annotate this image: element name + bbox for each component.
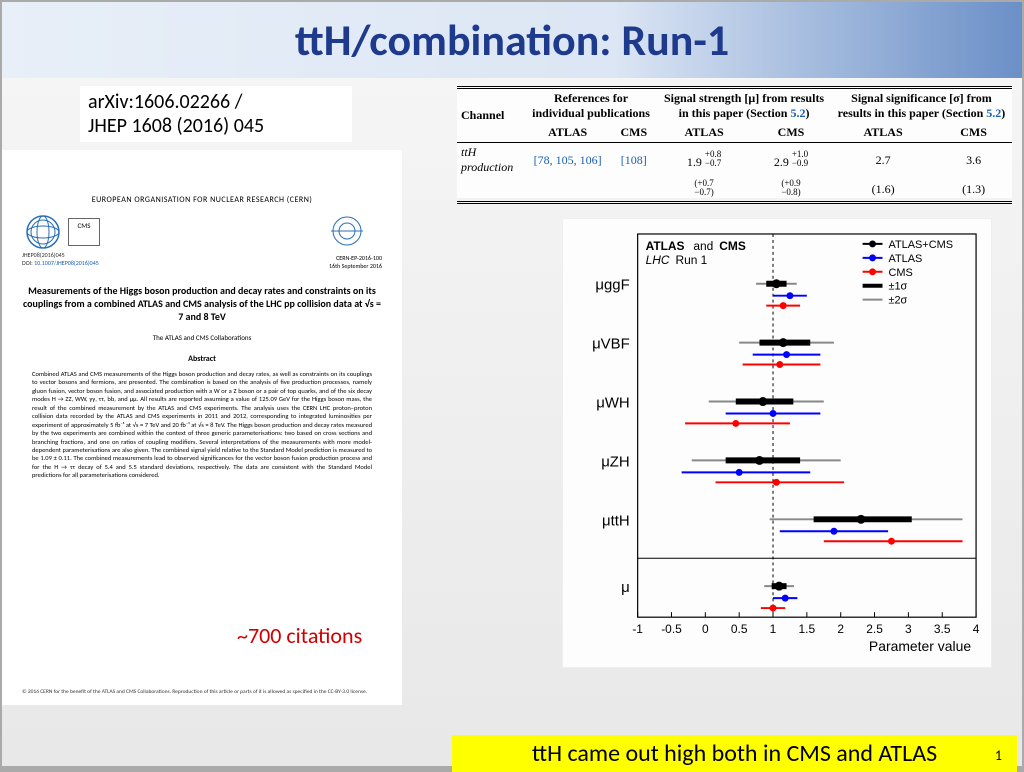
paper-logos: CMS JHEP08(2016)045 DOI: 10.1007/JHEP08(… <box>22 213 382 270</box>
refs-atlas[interactable]: [78, 105, 106] <box>525 143 611 178</box>
cern-ep: CERN-EP-2016-100 <box>329 254 382 262</box>
paper-authors: The ATLAS and CMS Collaborations <box>22 333 382 342</box>
th-mu-sec[interactable]: 5.2 <box>790 106 805 120</box>
reference-box: arXiv:1606.02266 / JHEP 1608 (2016) 045 <box>80 86 352 142</box>
svg-text:-0.5: -0.5 <box>661 622 682 636</box>
th-sigma-sec[interactable]: 5.2 <box>986 106 1001 120</box>
svg-text:0.5: 0.5 <box>731 622 748 636</box>
svg-text:μggF: μggF <box>595 277 629 294</box>
svg-text:μttH: μttH <box>602 512 630 529</box>
slide-title: ttH/combination: Run-1 <box>295 13 729 67</box>
highlight-note: ttH came out high both in CMS and ATLAS <box>452 735 1017 772</box>
svg-text:and: and <box>693 239 713 253</box>
svg-text:μVBF: μVBF <box>592 336 630 353</box>
svg-text:ATLAS: ATLAS <box>646 239 685 253</box>
ref-line2: JHEP 1608 (2016) 045 <box>88 114 344 138</box>
paper-title: Measurements of the Higgs boson producti… <box>22 284 382 323</box>
svg-text:±2σ: ±2σ <box>888 295 907 307</box>
svg-text:3.5: 3.5 <box>934 622 951 636</box>
slide-body: arXiv:1606.02266 / JHEP 1608 (2016) 045 … <box>2 78 1022 766</box>
svg-text:Parameter value: Parameter value <box>869 638 971 654</box>
svg-text:CMS: CMS <box>888 267 912 279</box>
svg-text:1: 1 <box>770 622 777 636</box>
paper-footer: © 2016 CERN for the benefit of the ATLAS… <box>22 689 367 695</box>
svg-text:LHC: LHC <box>646 253 670 267</box>
row-tth: ttH production <box>457 143 525 178</box>
svg-text:2.5: 2.5 <box>866 622 883 636</box>
svg-text:μWH: μWH <box>596 394 629 411</box>
atlas-logo-icon <box>22 213 64 251</box>
svg-text:±1σ: ±1σ <box>888 281 907 293</box>
abstract-heading: Abstract <box>22 354 382 364</box>
svg-text:4: 4 <box>973 622 980 636</box>
th-channel: Channel <box>457 88 525 143</box>
th-sigma: Signal significance [σ] from results in … <box>838 91 992 120</box>
svg-text:ATLAS+CMS: ATLAS+CMS <box>888 239 953 251</box>
results-table: Channel References for individual public… <box>457 86 1012 198</box>
svg-text:0: 0 <box>702 622 709 636</box>
refs-cms[interactable]: [108] <box>610 143 657 178</box>
svg-text:CMS: CMS <box>719 239 746 253</box>
svg-text:-1: -1 <box>632 622 643 636</box>
parameter-plot: -1 -0.5 0 0.5 1 1.5 2 2.5 3 3.5 4Parameter value AT… <box>562 218 992 668</box>
th-refs: References for individual publications <box>525 88 657 124</box>
paper-org: EUROPEAN ORGANISATION FOR NUCLEAR RESEAR… <box>22 195 382 205</box>
svg-text:1.5: 1.5 <box>799 622 816 636</box>
svg-text:μ: μ <box>621 579 630 596</box>
doi-link[interactable]: 10.1007/JHEP08(2016)045 <box>34 259 99 267</box>
svg-text:2: 2 <box>837 622 844 636</box>
svg-text:ATLAS: ATLAS <box>888 253 922 265</box>
citations-note: ~700 citations <box>237 622 362 649</box>
svg-text:Run 1: Run 1 <box>675 253 707 267</box>
arxiv-sidebar: arXiv:1606.02266v2 [hep-ex] 15 Sep 2016 <box>0 218 1 370</box>
svg-text:μZH: μZH <box>601 453 630 470</box>
title-bar: ttH/combination: Run-1 <box>2 2 1022 78</box>
doi-label: DOI: <box>22 259 33 267</box>
cms-logo-icon: CMS <box>68 218 100 246</box>
jhep-ref: JHEP08(2016)045 <box>22 251 100 259</box>
cern-logo-icon <box>329 213 365 249</box>
ref-line1: arXiv:1606.02266 / <box>88 90 344 114</box>
abstract-text: Combined ATLAS and CMS measurements of t… <box>22 370 382 480</box>
svg-text:3: 3 <box>905 622 912 636</box>
page-number: 1 <box>995 747 1002 764</box>
cern-date: 16th September 2016 <box>329 262 382 270</box>
